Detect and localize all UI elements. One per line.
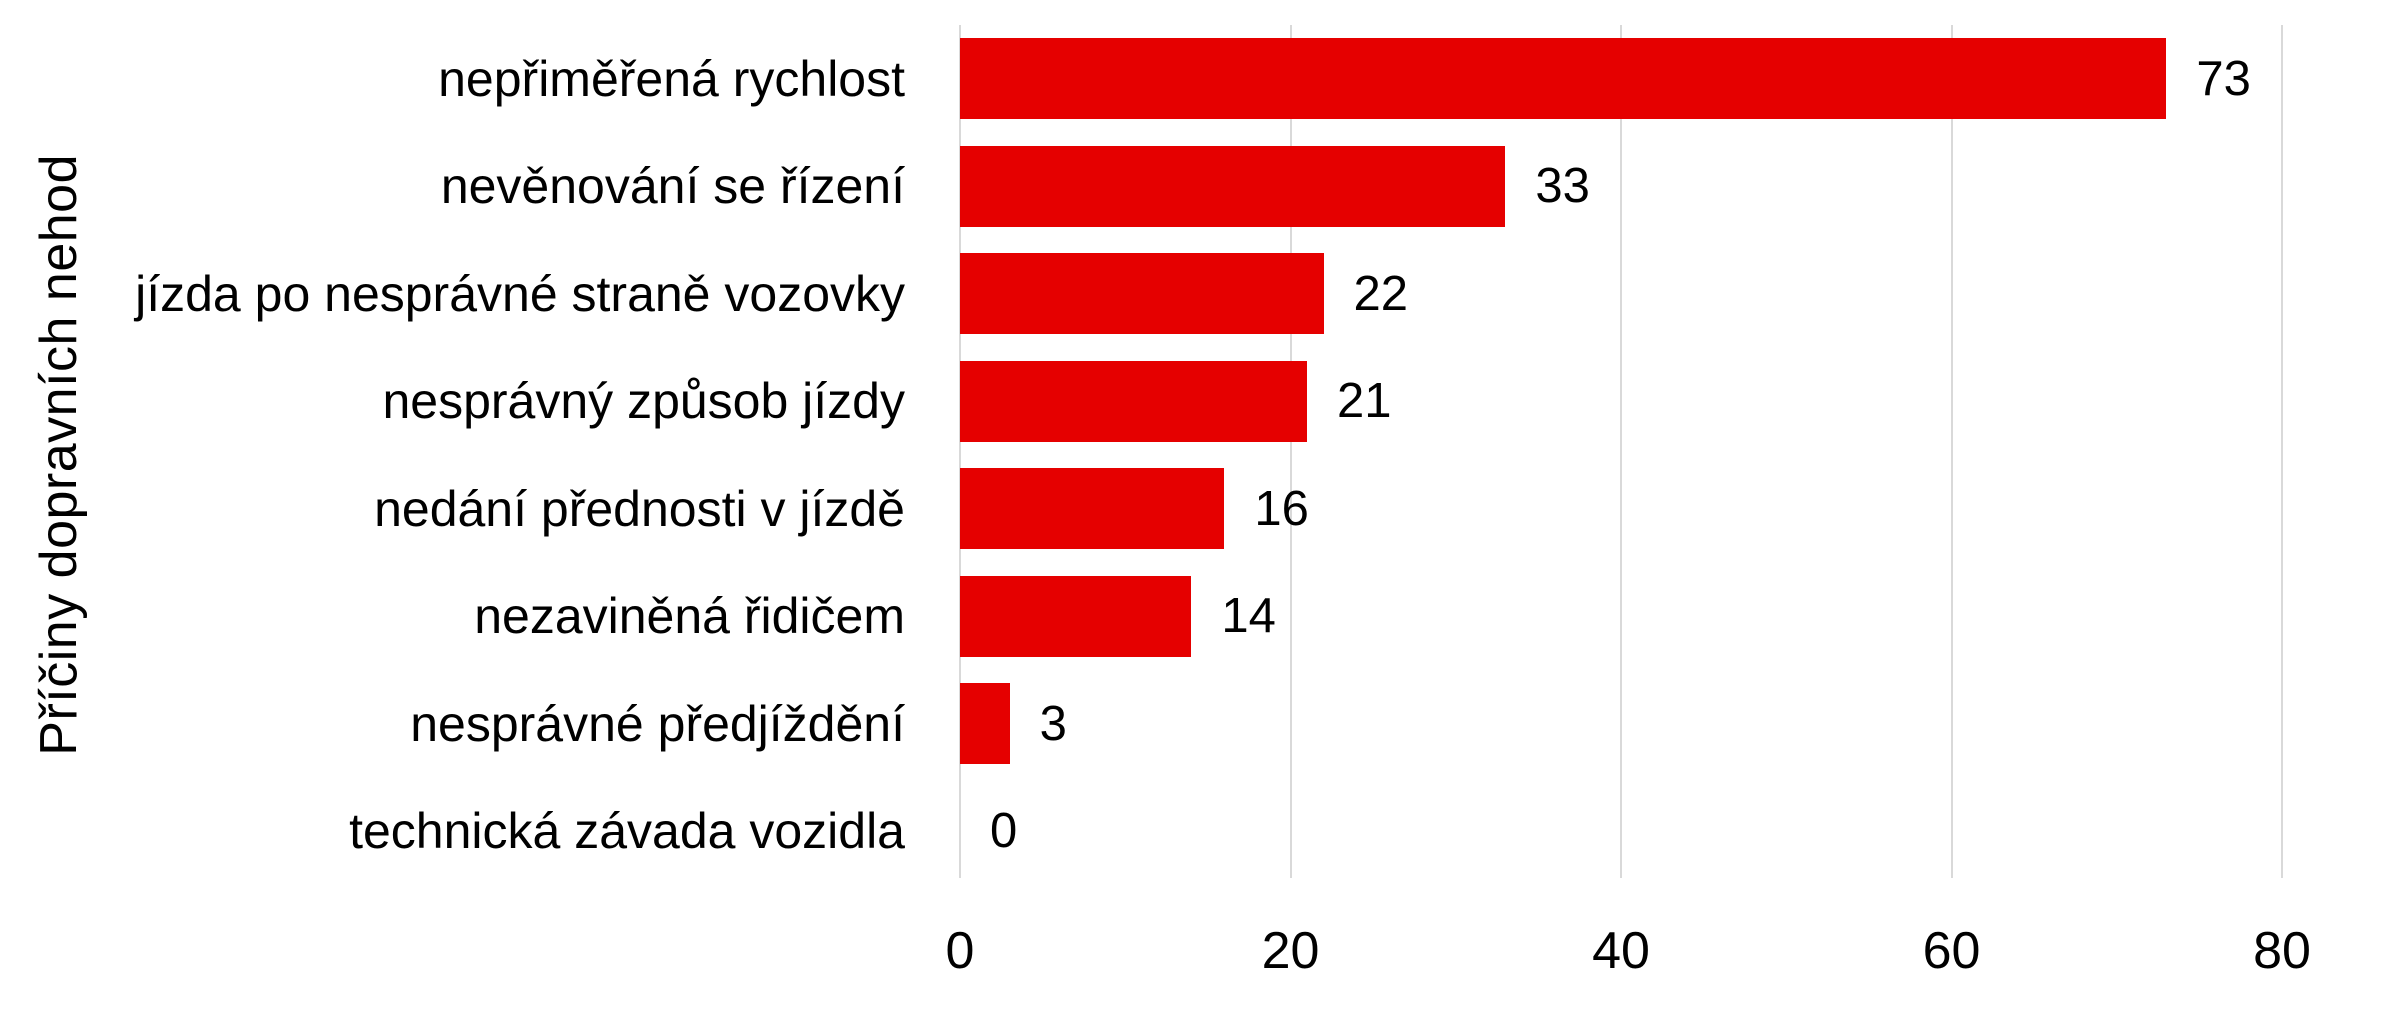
- value-label: 22: [1353, 266, 1409, 321]
- bar-rows: 73 33 22 21 16 14: [960, 25, 2282, 885]
- category-label: technická závada vozidla: [349, 803, 905, 860]
- category-label: nedání přednosti v jízdě: [374, 480, 905, 537]
- category-label: nezaviněná řidičem: [474, 588, 905, 645]
- bar: [960, 468, 1225, 550]
- y-axis-title-box: Příčiny dopravních nehod: [20, 25, 98, 885]
- bar-row: 73: [960, 25, 2282, 133]
- bar-row: 21: [960, 348, 2282, 456]
- gridline: [959, 25, 961, 878]
- x-tick-label: 80: [2253, 922, 2311, 980]
- x-axis: 0 20 40 60 80: [946, 903, 2311, 998]
- bar: [960, 145, 1506, 227]
- bar-row: 0: [960, 778, 2282, 886]
- bar: [960, 360, 1308, 442]
- plot-area: 73 33 22 21 16 14: [959, 25, 2283, 885]
- category-label: nesprávné předjíždění: [410, 695, 905, 752]
- value-label: 73: [2196, 51, 2251, 106]
- x-tick-label: 40: [1592, 922, 1650, 980]
- value-label: 3: [1039, 696, 1067, 751]
- bar: [960, 575, 1192, 657]
- category-label: nesprávný způsob jízdy: [382, 373, 905, 430]
- y-axis-title: Příčiny dopravních nehod: [30, 154, 88, 756]
- bar-row: 22: [960, 240, 2282, 348]
- x-tick-label: 60: [1922, 922, 1981, 980]
- category-label: nevěnování se řízení: [440, 158, 905, 215]
- value-label: 0: [990, 804, 1018, 859]
- bar-row: 14: [960, 563, 2282, 671]
- bar: [960, 683, 1010, 765]
- gridline: [1289, 25, 1292, 878]
- value-label: 14: [1221, 589, 1276, 644]
- bar: [960, 38, 2167, 120]
- value-label: 16: [1254, 481, 1309, 536]
- x-tick-label: 20: [1261, 922, 1320, 980]
- gridline: [2281, 25, 2283, 878]
- bar-row: 16: [960, 455, 2282, 563]
- bar-row: 33: [960, 133, 2282, 241]
- category-label: jízda po nesprávné straně vozovky: [135, 265, 905, 322]
- category-axis: nepřiměřená rychlost nevěnování se řízen…: [100, 25, 905, 885]
- value-label: 21: [1337, 374, 1392, 429]
- value-label: 33: [1535, 159, 1590, 214]
- gridline: [1620, 25, 1622, 878]
- bar: [960, 253, 1324, 335]
- category-label: nepřiměřená rychlost: [438, 50, 905, 107]
- x-tick-label: 0: [945, 922, 975, 980]
- gridline: [1950, 25, 1953, 878]
- bar-row: 3: [960, 670, 2282, 778]
